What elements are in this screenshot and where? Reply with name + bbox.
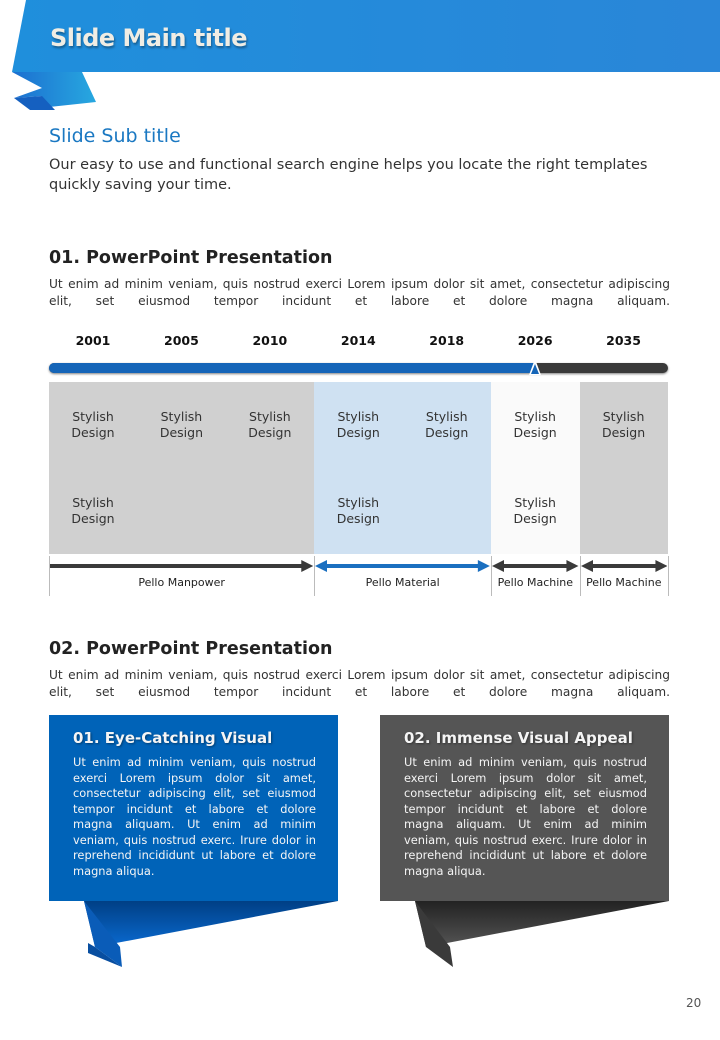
timeline-region bbox=[49, 382, 315, 554]
box-immense-appeal: 02. Immense Visual Appeal Ut enim ad min… bbox=[380, 715, 669, 901]
section1-text: Ut enim ad minim veniam, quis nostrud ex… bbox=[49, 277, 670, 308]
box-text: Ut enim ad minim veniam, quis nostrud ex… bbox=[73, 755, 316, 878]
section2-heading: 02. PowerPoint Presentation bbox=[49, 639, 333, 659]
year-label: 2018 bbox=[429, 333, 465, 348]
page-number: 20 bbox=[686, 996, 702, 1010]
year-label: 2026 bbox=[517, 333, 553, 348]
subtitle: Slide Sub title bbox=[49, 125, 181, 147]
timeline-cell: Stylish Design bbox=[71, 409, 115, 440]
phase-label: Pello Manpower bbox=[138, 576, 225, 589]
timeline-cell: Stylish Design bbox=[159, 409, 203, 440]
phase-label: Pello Machine bbox=[586, 576, 662, 589]
intro-text: Our easy to use and functional search en… bbox=[49, 157, 648, 193]
main-title: Slide Main title bbox=[50, 24, 247, 52]
phase-arrow bbox=[50, 560, 314, 572]
phase-divider bbox=[49, 556, 50, 596]
timeline-marker-inner bbox=[531, 364, 540, 374]
section2-text: Ut enim ad minim veniam, quis nostrud ex… bbox=[49, 668, 670, 699]
title-banner bbox=[12, 0, 720, 110]
timeline-cell: Stylish Design bbox=[336, 409, 380, 440]
phase-arrow bbox=[492, 560, 579, 572]
box-title: 01. Eye-Catching Visual bbox=[73, 729, 273, 747]
timeline-cell: Stylish Design bbox=[336, 495, 380, 526]
timeline-region bbox=[314, 382, 492, 554]
year-label: 2001 bbox=[75, 333, 111, 348]
year-label: 2035 bbox=[606, 333, 641, 348]
timeline-cell: Stylish Design bbox=[513, 409, 557, 440]
section1-heading: 01. PowerPoint Presentation bbox=[49, 248, 333, 268]
phase-label: Pello Machine bbox=[497, 576, 574, 589]
timeline-region bbox=[579, 382, 668, 554]
year-label: 2014 bbox=[340, 333, 376, 348]
timeline-cell: Stylish Design bbox=[425, 409, 469, 440]
phase-label: Pello Material bbox=[365, 576, 440, 589]
timeline-track bbox=[49, 363, 668, 373]
phase-divider bbox=[579, 556, 581, 596]
timeline-progress bbox=[49, 363, 536, 373]
timeline-cell: Stylish Design bbox=[513, 495, 557, 526]
phase-divider bbox=[491, 556, 493, 596]
timeline-cell: Stylish Design bbox=[71, 495, 115, 526]
timeline-cell: Stylish Design bbox=[601, 409, 646, 440]
phase-arrow bbox=[580, 560, 667, 572]
phase-arrow bbox=[315, 560, 491, 572]
timeline-region bbox=[491, 382, 580, 554]
timeline-cell: Stylish Design bbox=[248, 409, 292, 440]
year-label: 2010 bbox=[252, 333, 288, 348]
phase-divider bbox=[668, 556, 669, 596]
box-ribbons bbox=[84, 901, 669, 967]
box-text: Ut enim ad minim veniam, quis nostrud ex… bbox=[404, 755, 647, 878]
box-title: 02. Immense Visual Appeal bbox=[404, 729, 633, 747]
year-label: 2005 bbox=[164, 333, 199, 348]
box-eye-catching: 01. Eye-Catching Visual Ut enim ad minim… bbox=[49, 715, 338, 901]
phase-divider bbox=[314, 556, 316, 596]
